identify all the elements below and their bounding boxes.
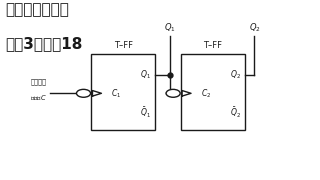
Text: 電験三種・機械: 電験三種・機械	[5, 2, 69, 17]
Text: $C_2$: $C_2$	[201, 87, 211, 100]
Text: T–FF: T–FF	[114, 40, 133, 50]
Text: $Q_2$: $Q_2$	[249, 22, 260, 34]
Text: T–FF: T–FF	[203, 40, 222, 50]
Text: クロック: クロック	[30, 79, 46, 85]
Text: $\bar{Q}_2$: $\bar{Q}_2$	[230, 106, 241, 120]
Bar	[91, 54, 155, 130]
Circle shape	[166, 89, 180, 97]
Text: $Q_1$: $Q_1$	[164, 22, 175, 34]
Text: $C_1$: $C_1$	[111, 87, 121, 100]
Circle shape	[76, 89, 91, 97]
Text: パルス$C$: パルス$C$	[30, 94, 46, 102]
Text: $Q_2$: $Q_2$	[230, 69, 241, 81]
Text: $Q_1$: $Q_1$	[140, 69, 151, 81]
Text: $\bar{Q}_1$: $\bar{Q}_1$	[140, 106, 151, 120]
Text: 令和3年・問18: 令和3年・問18	[5, 36, 82, 51]
Bar	[181, 54, 245, 130]
